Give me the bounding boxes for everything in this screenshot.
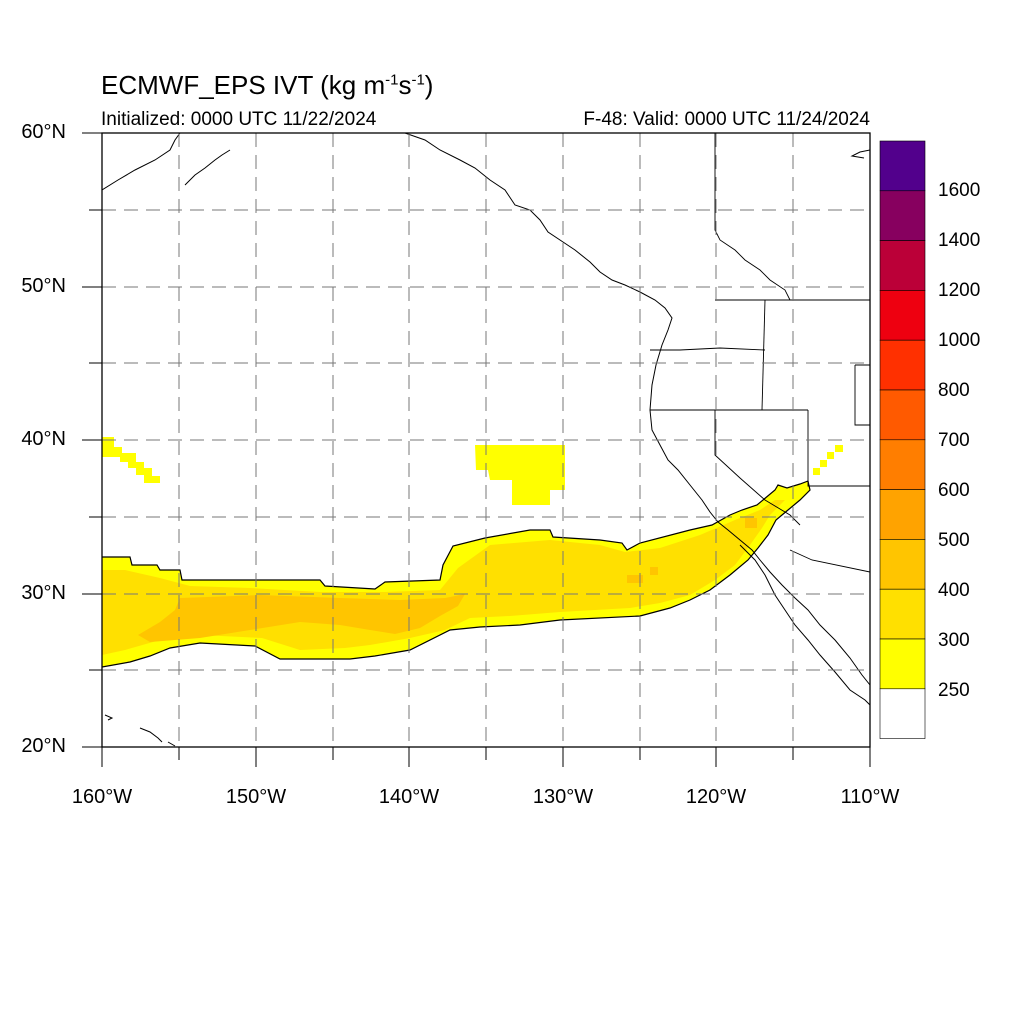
colorbar-label-1200: 1200: [938, 280, 981, 301]
axis-ticks: [82, 132, 871, 767]
colorbar-label-700: 700: [938, 430, 970, 451]
colorbar-swatch: [879, 539, 926, 590]
colorbar-swatch: [879, 389, 926, 441]
colorbar-label-500: 500: [938, 530, 970, 551]
lat-label-50: 50°N: [21, 275, 66, 297]
colorbar-label-250: 250: [938, 680, 970, 701]
lon-label-110w: 110°W: [840, 786, 900, 808]
colorbar-swatch: [879, 588, 926, 640]
colorbar-label-300: 300: [938, 630, 970, 651]
colorbar-label-1600: 1600: [938, 180, 981, 201]
coastlines: [102, 133, 870, 747]
lon-label-120w: 120°W: [685, 786, 747, 808]
colorbar-swatch: [879, 140, 926, 192]
ivt-field-400: [138, 518, 757, 642]
lat-label-60: 60°N: [21, 121, 66, 143]
colorbar-swatch: [879, 688, 926, 739]
colorbar-swatch: [879, 638, 926, 690]
colorbar-label-1000: 1000: [938, 330, 981, 351]
lat-label-40: 40°N: [21, 428, 66, 450]
colorbar-swatch: [879, 240, 926, 291]
lat-label-20: 20°N: [21, 735, 66, 757]
colorbar-swatch: [879, 339, 926, 391]
colorbar: [879, 140, 926, 739]
graticule: [102, 133, 870, 747]
colorbar-swatch: [879, 290, 926, 341]
lon-label-130w: 130°W: [532, 786, 594, 808]
colorbar-label-400: 400: [938, 580, 970, 601]
colorbar-swatch: [879, 439, 926, 490]
ivt-contour-250: [102, 480, 811, 668]
colorbar-label-600: 600: [938, 480, 970, 501]
lon-label-160w: 160°W: [71, 786, 133, 808]
chart-title: ECMWF_EPS IVT (kg m-1s-1): [101, 70, 434, 100]
colorbar-swatch: [879, 489, 926, 540]
colorbar-label-800: 800: [938, 380, 970, 401]
valid-time: F-48: Valid: 0000 UTC 11/24/2024: [583, 109, 870, 130]
lon-label-140w: 140°W: [378, 786, 440, 808]
lat-label-30: 30°N: [21, 582, 66, 604]
initialized-time: Initialized: 0000 UTC 11/22/2024: [101, 109, 377, 130]
colorbar-swatch: [879, 190, 926, 241]
lon-label-150w: 150°W: [225, 786, 287, 808]
colorbar-label-1400: 1400: [938, 230, 981, 251]
